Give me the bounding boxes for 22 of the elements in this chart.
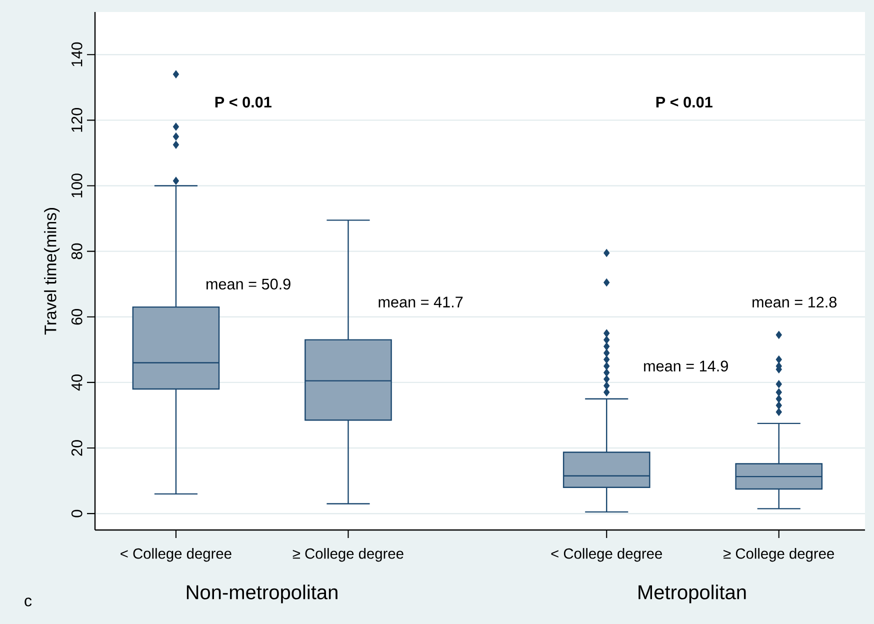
y-tick-label: 100 xyxy=(71,174,82,198)
annotation: mean = 41.7 xyxy=(378,296,463,308)
annotation: mean = 50.9 xyxy=(206,278,290,290)
text: Metropolitan xyxy=(638,584,746,604)
x-tick-label: < College degree xyxy=(120,548,232,562)
y-tick-label: 40 xyxy=(71,374,82,391)
x-tick-label: ≥ College degree xyxy=(724,548,834,562)
x-tick-label: < College degree xyxy=(551,548,662,562)
y-tick-label: 0 xyxy=(71,510,82,518)
y-tick-label: 60 xyxy=(71,308,82,325)
annotation: mean = 14.9 xyxy=(644,360,728,372)
x-tick-label: ≥ College degree xyxy=(292,548,404,562)
y-tick-label: 20 xyxy=(71,440,82,456)
text: c xyxy=(24,598,32,606)
annotation: P < 0.01 xyxy=(215,96,272,108)
y-tick-label: 140 xyxy=(71,42,82,66)
annotation: P < 0.01 xyxy=(656,96,712,108)
y-tick-label: 120 xyxy=(71,108,82,132)
text: Non-metropolitan xyxy=(186,584,338,604)
y-tick-label: 80 xyxy=(71,243,82,260)
y-axis-title: Travel time(mins) xyxy=(44,208,60,335)
annotation: mean = 12.8 xyxy=(752,296,837,308)
